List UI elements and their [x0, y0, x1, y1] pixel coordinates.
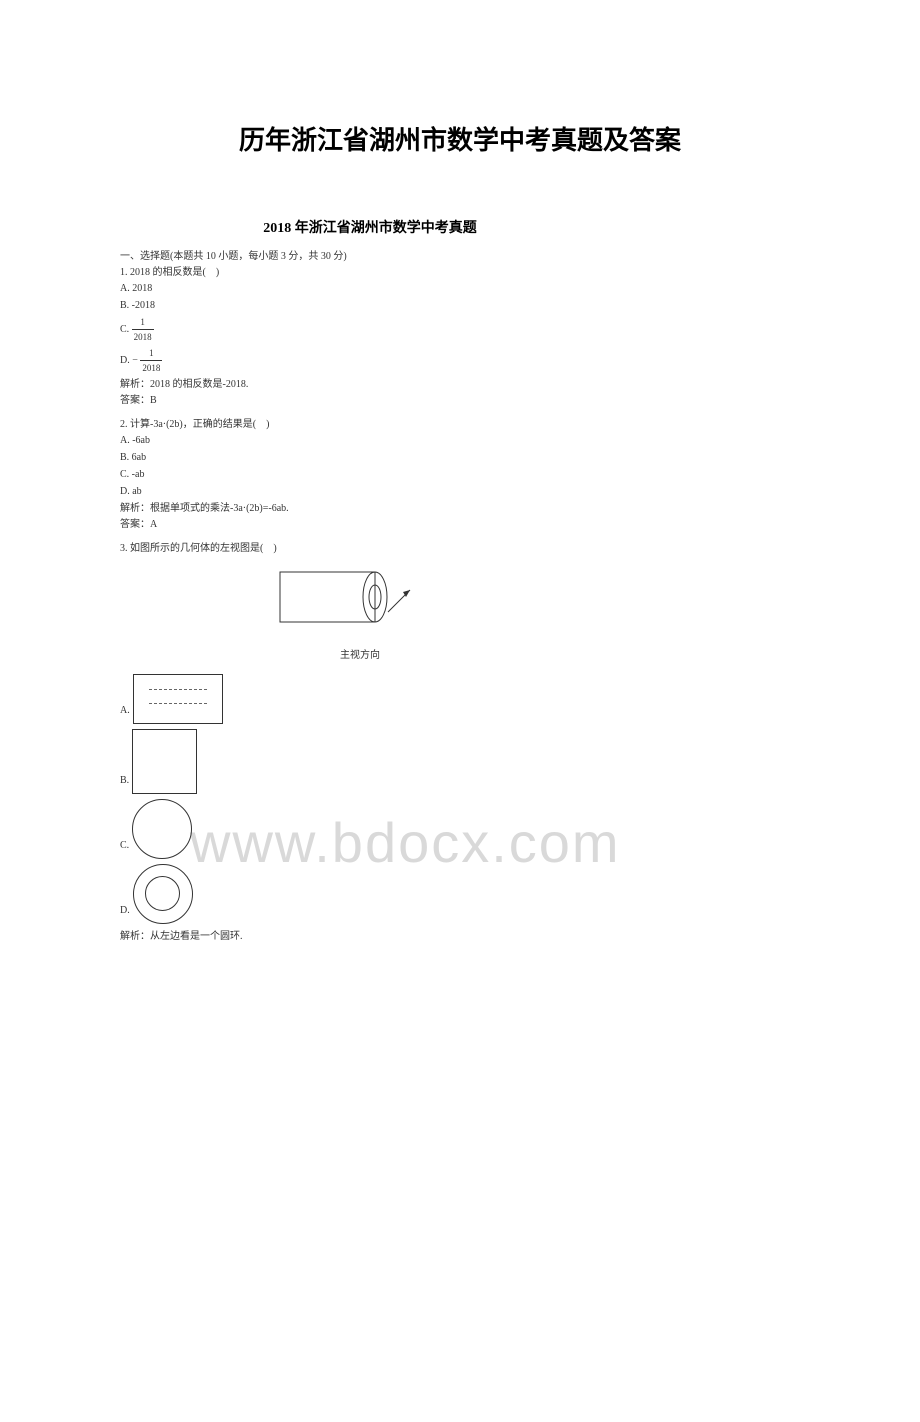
q3-option-c-label: C.	[120, 838, 129, 859]
q3-option-b-row: B.	[120, 729, 920, 794]
q1-d-neg: −	[132, 355, 138, 366]
q3-text: 3. 如图所示的几何体的左视图是( )	[120, 541, 920, 557]
q1-d-den: 2018	[140, 361, 162, 375]
q3-option-d-label: D.	[120, 903, 130, 924]
shape-ring-inner	[145, 876, 180, 911]
q3-solution: 解析：从左边看是一个圆环.	[120, 929, 920, 945]
q1-c-num: 1	[132, 315, 154, 330]
q2-text: 2. 计算-3a·(2b)，正确的结果是( )	[120, 417, 920, 433]
q1-d-fraction: 1 2018	[140, 346, 162, 376]
q1-solution: 解析：2018 的相反数是-2018.	[120, 377, 920, 393]
q3-option-d-row: D.	[120, 864, 920, 924]
q1-answer: 答案：B	[120, 393, 920, 409]
main-title: 历年浙江省湖州市数学中考真题及答案	[0, 120, 920, 157]
q2-option-a: A. -6ab	[120, 433, 920, 449]
q1-c-fraction: 1 2018	[132, 315, 154, 345]
q3-option-a-row: A.	[120, 674, 920, 724]
question-1: 1. 2018 的相反数是( ) A. 2018 B. -2018 C. 1 2…	[120, 265, 920, 409]
q1-option-d: D. − 1 2018	[120, 346, 920, 376]
shape-rectangle-dashed	[133, 674, 223, 724]
shape-circle	[132, 799, 192, 859]
q3-option-c-row: C.	[120, 799, 920, 859]
section-header: 一、选择题(本题共 10 小题，每小题 3 分，共 30 分)	[120, 247, 920, 262]
q1-option-a: A. 2018	[120, 281, 920, 297]
q2-option-d: D. ab	[120, 484, 920, 500]
cylinder-svg	[270, 562, 420, 652]
q1-option-b: B. -2018	[120, 298, 920, 314]
q1-d-num: 1	[140, 346, 162, 361]
question-2: 2. 计算-3a·(2b)，正确的结果是( ) A. -6ab B. 6ab C…	[120, 417, 920, 533]
sub-title: 2018 年浙江省湖州市数学中考真题	[120, 217, 620, 237]
q2-option-b: B. 6ab	[120, 450, 920, 466]
q1-c-prefix: C.	[120, 324, 132, 335]
question-3: 3. 如图所示的几何体的左视图是( ) 主视方向 A. B.	[120, 541, 920, 945]
q1-option-c: C. 1 2018	[120, 315, 920, 345]
cylinder-diagram: 主视方向	[270, 562, 920, 664]
q2-solution: 解析：根据单项式的乘法-3a·(2b)=-6ab.	[120, 501, 920, 517]
q1-d-prefix: D.	[120, 355, 132, 366]
q1-text: 1. 2018 的相反数是( )	[120, 265, 920, 281]
q1-c-den: 2018	[132, 330, 154, 344]
view-direction-label: 主视方向	[340, 648, 920, 664]
q2-answer: 答案：A	[120, 517, 920, 533]
content-layer: 历年浙江省湖州市数学中考真题及答案 2018 年浙江省湖州市数学中考真题 一、选…	[0, 120, 920, 945]
content-area: 2018 年浙江省湖州市数学中考真题 一、选择题(本题共 10 小题，每小题 3…	[120, 217, 920, 945]
q3-option-a-label: A.	[120, 703, 130, 724]
shape-ring	[133, 864, 193, 924]
q2-option-c: C. -ab	[120, 467, 920, 483]
shape-square	[132, 729, 197, 794]
q3-option-b-label: B.	[120, 773, 129, 794]
